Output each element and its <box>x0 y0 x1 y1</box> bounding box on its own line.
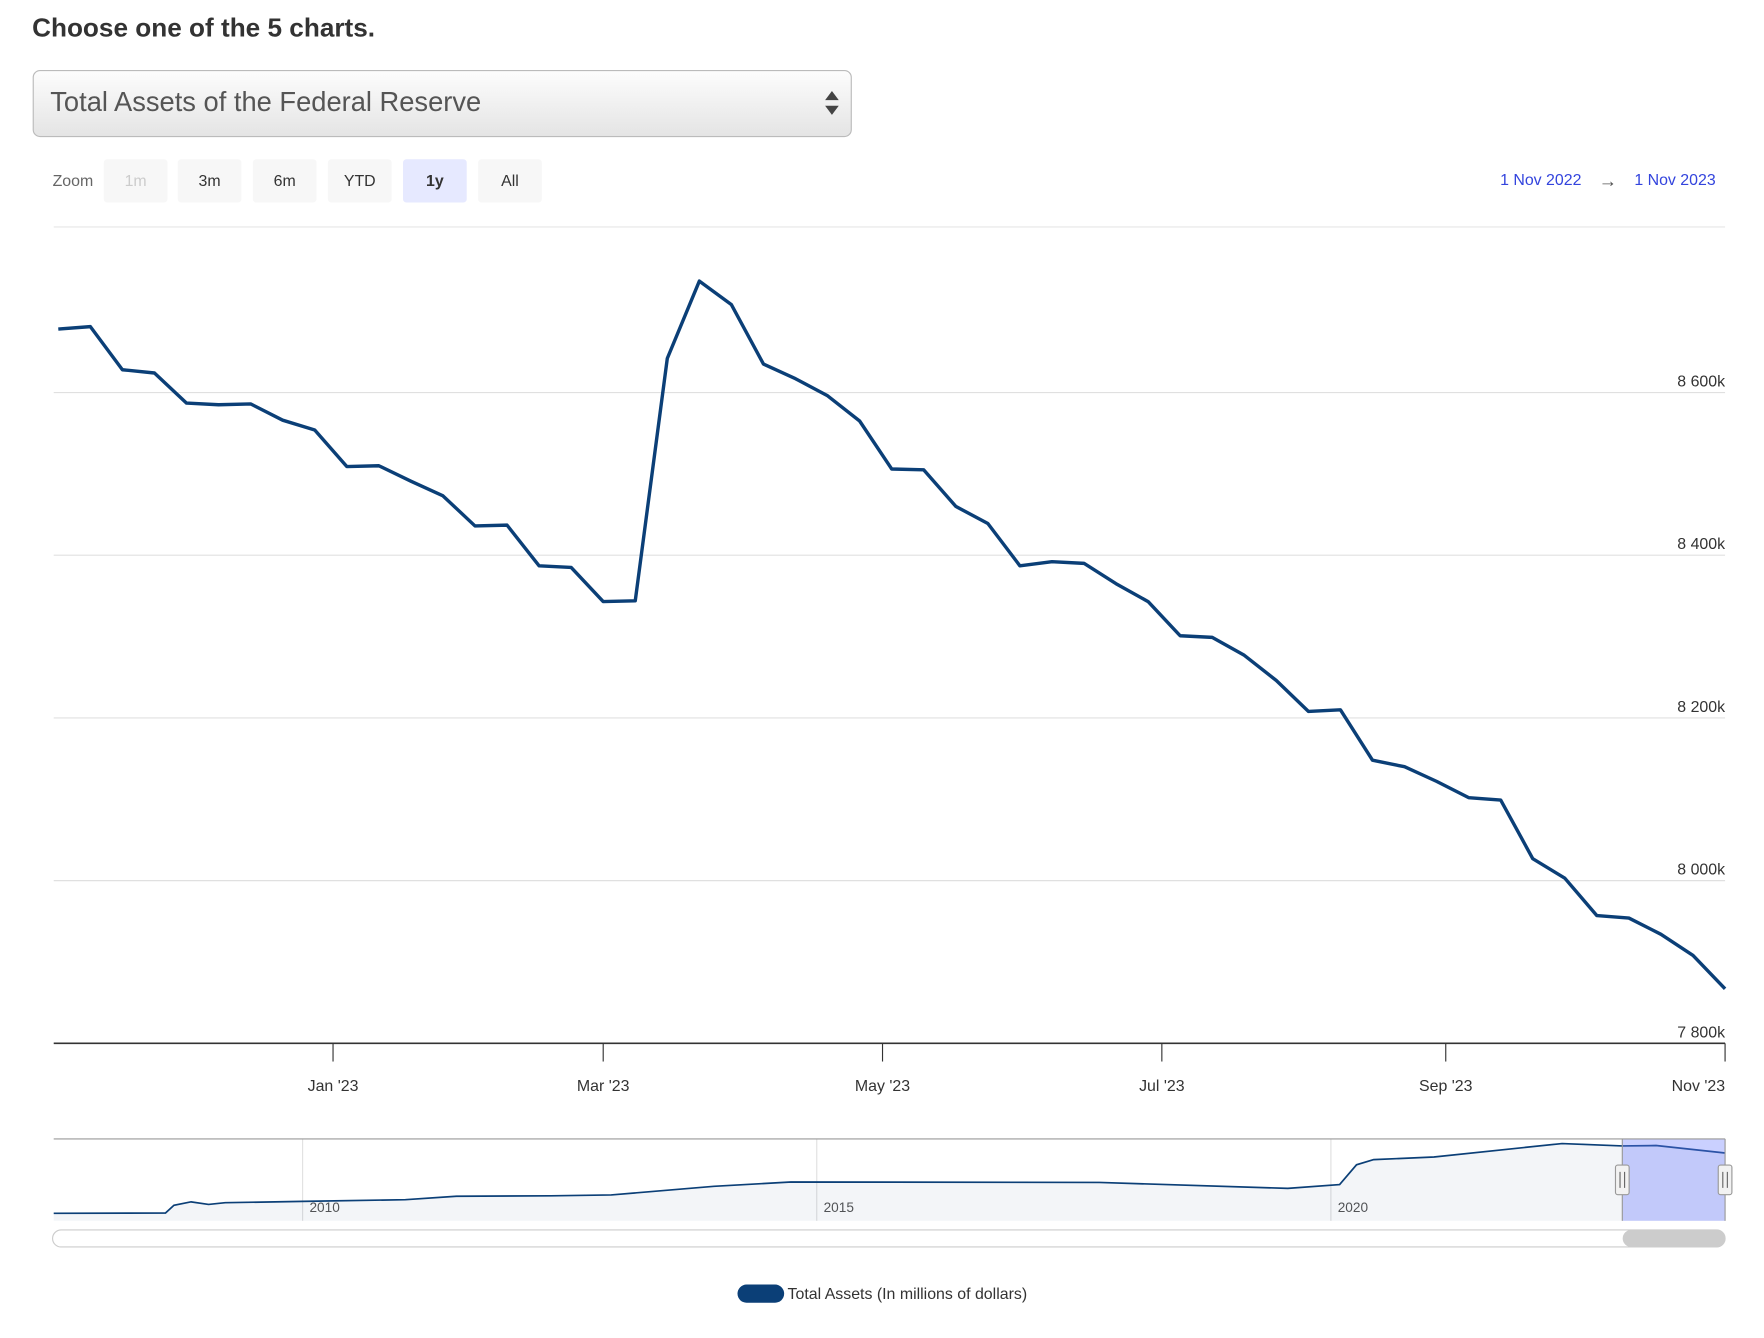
series-line <box>58 279 1727 991</box>
zoom-button-label[interactable]: YTD <box>344 173 376 190</box>
zoom-button[interactable] <box>103 159 168 203</box>
y-tick-label: 8 000k <box>1677 862 1725 879</box>
x-tick-label: Nov '23 <box>1672 1078 1726 1095</box>
x-tick-label: Jul '23 <box>1139 1078 1185 1095</box>
range-from[interactable]: 1 Nov 2022 <box>1500 172 1582 189</box>
y-tick-label: 7 800k <box>1677 1024 1725 1041</box>
y-tick-label: 8 200k <box>1677 699 1725 716</box>
zoom-button[interactable] <box>327 159 392 203</box>
navigator-tick-label: 2015 <box>824 1200 855 1215</box>
y-tick-label: 8 400k <box>1677 536 1725 553</box>
navigator-handle-grip[interactable] <box>1619 1171 1626 1188</box>
zoom-button[interactable] <box>252 159 317 203</box>
select-arrows[interactable] <box>825 91 839 115</box>
x-tick-label: Mar '23 <box>577 1078 630 1095</box>
y-tick-label: 8 600k <box>1677 373 1725 390</box>
legend-swatch[interactable] <box>737 1284 785 1303</box>
zoom-label: Zoom <box>53 173 94 190</box>
page-title: Choose one of the 5 charts. <box>32 12 375 42</box>
zoom-button-label[interactable]: 1y <box>426 173 444 190</box>
range-to[interactable]: 1 Nov 2023 <box>1634 172 1716 189</box>
zoom-button[interactable] <box>403 159 467 203</box>
x-tick-label: Jan '23 <box>308 1078 359 1095</box>
navigator-tick-label: 2020 <box>1338 1200 1369 1215</box>
zoom-button-label[interactable]: 6m <box>274 173 296 190</box>
chart-select[interactable] <box>32 69 852 138</box>
navigator-selection[interactable] <box>1622 1138 1726 1221</box>
chart-select-value[interactable]: Total Assets of the Federal Reserve <box>50 86 481 117</box>
navigator-handle[interactable] <box>1614 1164 1630 1196</box>
zoom-button[interactable] <box>177 159 242 203</box>
navigator-handle-grip[interactable] <box>1722 1171 1728 1188</box>
legend-label[interactable]: Total Assets (In millions of dollars) <box>788 1286 1028 1303</box>
navigator-handle[interactable] <box>1717 1164 1733 1196</box>
scrollbar-thumb[interactable] <box>1622 1229 1726 1247</box>
navigator-line <box>53 1142 1726 1215</box>
zoom-button[interactable] <box>478 159 542 203</box>
x-tick-label: May '23 <box>855 1078 910 1095</box>
navigator-background <box>53 1138 1726 1221</box>
zoom-button-label[interactable]: 1m <box>125 173 147 190</box>
navigator-tick-label: 2010 <box>309 1200 340 1215</box>
range-arrow: → <box>1599 171 1617 191</box>
zoom-button-label[interactable]: 3m <box>199 173 221 190</box>
zoom-button-label[interactable]: All <box>501 173 519 190</box>
x-tick-label: Sep '23 <box>1419 1078 1473 1095</box>
scrollbar-track[interactable] <box>52 1229 1726 1248</box>
